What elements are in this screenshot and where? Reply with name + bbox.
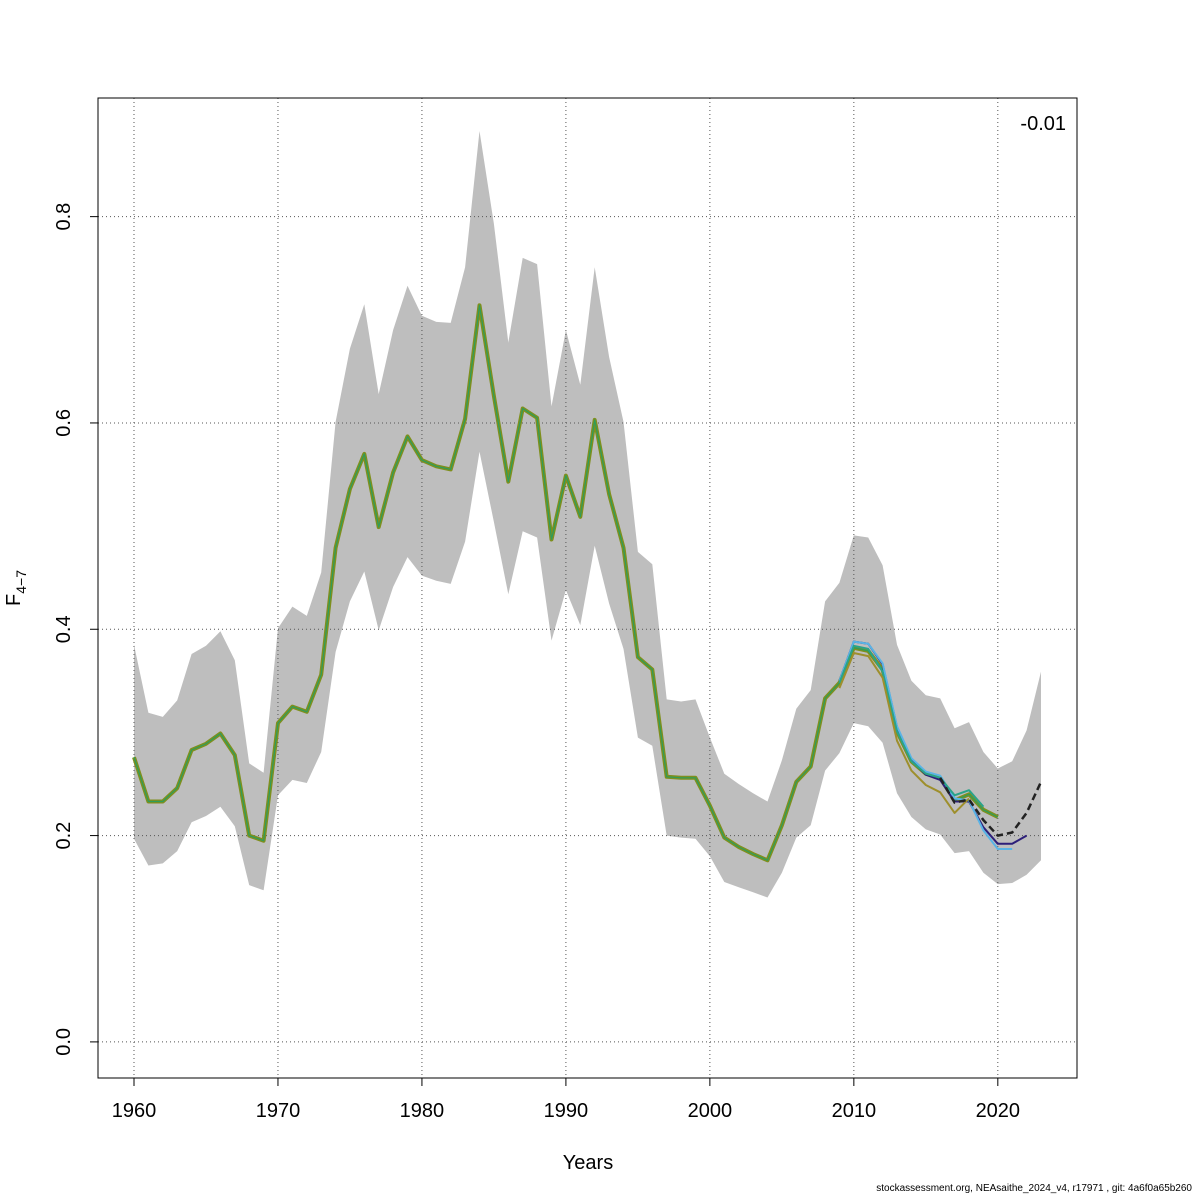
x-tick-label: 2000 — [688, 1100, 733, 1122]
x-tick-label: 1960 — [112, 1100, 157, 1122]
x-axis: 1960 1970 1980 1990 2000 2010 2020 — [112, 1077, 1021, 1122]
retro-series-line-2 — [838, 640, 1013, 850]
y-axis-title-subscript: 4−7 — [13, 570, 29, 594]
series-layer — [132, 303, 1043, 863]
grid-lines — [98, 98, 1077, 1078]
confidence-band — [134, 131, 1041, 898]
retro-series-line-3 — [838, 644, 985, 808]
x-tick-label: 1990 — [544, 1100, 589, 1122]
y-tick-label-group: 0.6 — [53, 409, 75, 437]
y-tick-label-group: 0.0 — [53, 1028, 75, 1056]
y-tick-label: 0.6 — [53, 409, 75, 437]
x-tick-label: 2020 — [976, 1100, 1021, 1122]
footer-source: stockassessment.org, NEAsaithe_2024_v4, … — [876, 1183, 1192, 1194]
x-axis-title: Years — [563, 1152, 613, 1174]
y-tick-label-group: 0.4 — [53, 615, 75, 643]
y-tick-label: 0.8 — [53, 203, 75, 231]
x-tick-label: 2010 — [832, 1100, 877, 1122]
y-tick-label: 0.0 — [53, 1028, 75, 1056]
retro-series-line-4 — [838, 652, 970, 814]
y-tick-label: 0.4 — [53, 615, 75, 643]
y-axis: 0.0 0.2 0.4 0.6 0.8 — [53, 203, 99, 1056]
y-tick-label-group: 0.8 — [53, 203, 75, 231]
y-axis-title: F4−7 — [3, 570, 29, 606]
x-tick-label: 1980 — [400, 1100, 445, 1122]
x-tick-label: 1970 — [256, 1100, 301, 1122]
y-tick-label-group: 0.2 — [53, 822, 75, 850]
y-tick-label: 0.2 — [53, 822, 75, 850]
current-estimate-dashed-line — [939, 777, 1043, 837]
mohn-rho-annotation: -0.01 — [1020, 113, 1066, 135]
y-axis-title-main: F — [3, 594, 25, 606]
plot-frame — [97, 97, 1078, 1079]
